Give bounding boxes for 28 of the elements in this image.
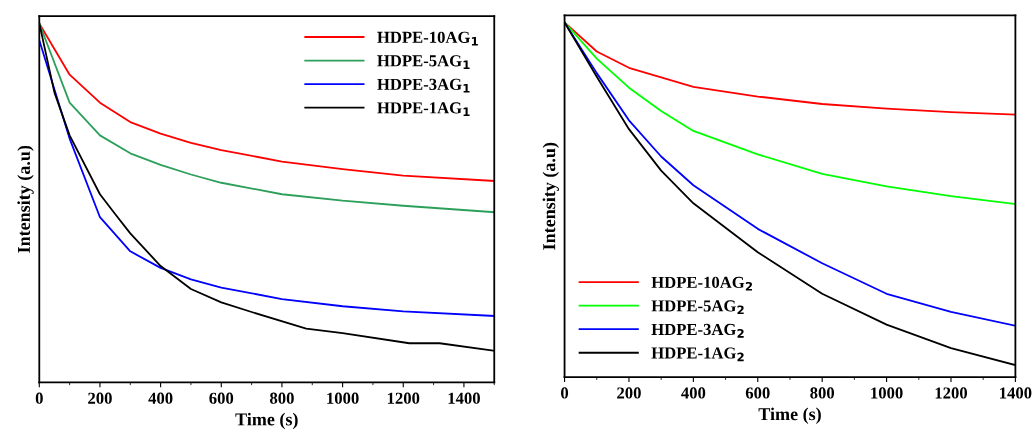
x-axis-title: Time (s) — [758, 407, 821, 424]
x-axis-title: Time (s) — [235, 412, 298, 430]
x-tick-label: 0 — [561, 387, 569, 399]
x-tick-label: 200 — [617, 387, 641, 399]
x-tick-label: 1200 — [935, 387, 968, 399]
x-tick-label: 400 — [148, 392, 173, 404]
x-tick-label: 1000 — [327, 392, 359, 404]
x-tick-label: 400 — [681, 387, 706, 399]
legend-label: HDPE-5AG$_{2}$ — [651, 300, 744, 315]
legend-label: HDPE-1AG$_{1}$ — [377, 102, 470, 117]
legend-label: HDPE-10AG$_{2}$ — [651, 276, 753, 291]
legend-label: HDPE-10AG$_{1}$ — [377, 31, 478, 46]
x-tick-label: 600 — [745, 387, 770, 399]
x-tick-label: 600 — [209, 392, 234, 404]
y-axis-title: Intensity (a.u) — [542, 142, 560, 250]
legend-label: HDPE-1AG$_{2}$ — [651, 347, 744, 362]
x-tick-label: 1200 — [387, 392, 420, 404]
x-tick-label: 1400 — [448, 392, 480, 404]
legend-label: HDPE-3AG$_{2}$ — [651, 323, 744, 338]
x-tick-label: 0 — [35, 392, 43, 404]
x-tick-label: 1000 — [871, 387, 903, 399]
y-axis-title: Intensity (a.u) — [17, 145, 34, 253]
legend-label: HDPE-5AG$_{1}$ — [377, 55, 470, 69]
legend-label: HDPE-3AG$_{1}$ — [377, 78, 470, 93]
x-tick-label: 800 — [810, 387, 835, 399]
x-tick-label: 200 — [88, 392, 112, 404]
x-tick-label: 800 — [269, 392, 294, 404]
x-tick-label: 1400 — [1000, 387, 1032, 399]
